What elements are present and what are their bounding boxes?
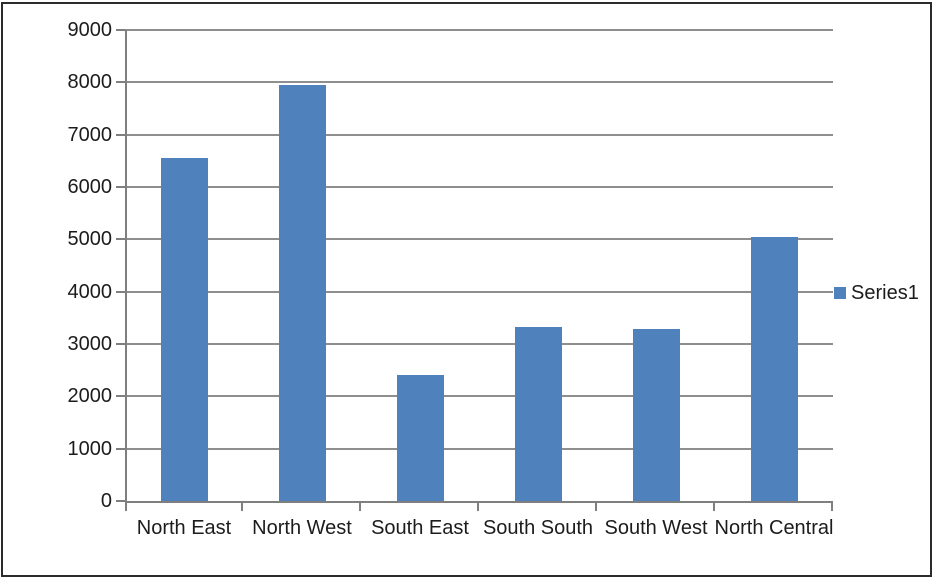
- y-axis-tick: [116, 500, 125, 502]
- y-axis-tick-label: 1000: [67, 437, 113, 460]
- y-axis-tick-label: 8000: [67, 71, 113, 94]
- x-axis-tick: [713, 503, 715, 511]
- x-axis-tick: [359, 503, 361, 511]
- x-axis-category-label: North Central: [714, 517, 834, 539]
- y-axis-tick-label: 7000: [67, 123, 113, 146]
- gridline-2000: [125, 395, 833, 398]
- y-axis-tick: [116, 395, 125, 398]
- x-axis-tick: [595, 503, 597, 511]
- gridline-7000: [125, 133, 833, 136]
- x-axis-category-label: South West: [604, 517, 708, 539]
- gridline-9000: [125, 29, 833, 31]
- gridline-8000: [125, 81, 833, 84]
- y-axis-tick: [116, 186, 125, 188]
- y-axis-tick: [116, 29, 125, 31]
- bar-north-east[interactable]: [160, 158, 208, 501]
- x-axis-category-label: South East: [371, 517, 469, 539]
- y-axis-tick-label: 6000: [67, 176, 113, 198]
- legend-series-label: Series1: [851, 282, 919, 304]
- x-axis-category-label: North West: [252, 517, 352, 539]
- y-axis-tick-label: 0: [100, 490, 112, 512]
- y-axis-tick: [116, 343, 125, 345]
- gridline-1000: [125, 447, 833, 450]
- y-axis-tick: [116, 447, 125, 450]
- gridline-3000: [125, 343, 833, 345]
- x-axis-tick: [125, 503, 127, 511]
- legend[interactable]: Series1: [834, 281, 919, 305]
- y-axis-tick-label: 3000: [67, 333, 113, 355]
- y-axis-tick: [116, 238, 125, 241]
- x-axis-tick: [241, 503, 243, 511]
- y-axis-tick-label: 4000: [67, 280, 113, 303]
- y-axis-tick-label: 2000: [67, 385, 113, 408]
- bar-south-west[interactable]: [632, 328, 680, 501]
- x-axis-line: [125, 501, 833, 503]
- gridline-5000: [125, 238, 833, 241]
- x-axis-tick: [831, 503, 833, 511]
- gridline-6000: [125, 186, 833, 188]
- bar-north-west[interactable]: [278, 84, 326, 501]
- bar-north-central[interactable]: [750, 237, 798, 501]
- x-axis-tick: [477, 503, 479, 511]
- y-axis-tick-label: 5000: [67, 228, 113, 251]
- y-axis-tick: [116, 81, 125, 84]
- y-axis-tick: [116, 133, 125, 136]
- legend-series-marker: [834, 287, 846, 299]
- y-axis-tick: [116, 290, 125, 293]
- x-axis-category-label: North East: [136, 517, 232, 539]
- bar-south-east[interactable]: [396, 374, 444, 501]
- bar-south-south[interactable]: [514, 327, 562, 501]
- y-axis-line: [125, 30, 127, 501]
- y-axis-tick-label: 9000: [67, 19, 113, 41]
- gridline-4000: [125, 290, 833, 293]
- x-axis-category-label: South South: [482, 517, 594, 539]
